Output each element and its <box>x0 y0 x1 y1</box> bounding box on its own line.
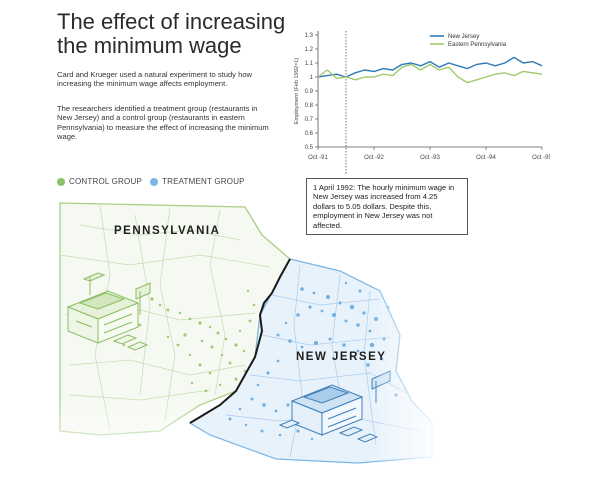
x-tick-label: Oct -95 <box>532 155 550 161</box>
new-jersey-label: NEW JERSEY <box>296 351 387 363</box>
y-tick-label: 0.5 <box>305 145 314 151</box>
y-tick-label: 0.9 <box>305 89 314 95</box>
x-tick-label: Oct -94 <box>476 155 496 161</box>
y-tick-label: 1.2 <box>305 47 314 53</box>
pennsylvania-label: PENNSYLVANIA <box>114 225 221 237</box>
y-tick-label: 0.6 <box>305 131 314 137</box>
y-tick-label: 1 <box>310 75 314 81</box>
y-tick-label: 1.1 <box>305 61 314 67</box>
employment-line-chart: 0.5 0.6 0.7 0.8 0.9 1 1.1 1.2 1.3 Oct -91 Oct -92 O… <box>294 31 550 175</box>
pennsylvania-restaurant-building <box>66 272 151 351</box>
control-dot-icon <box>57 177 65 186</box>
title-line-2: the minimum wage <box>57 33 242 58</box>
new-jersey-fade <box>370 255 440 475</box>
y-tick-label: 0.7 <box>305 117 314 123</box>
state-border <box>189 258 291 424</box>
treatment-dot-icon <box>150 177 158 186</box>
legend-label-new-jersey: New Jersey <box>448 34 479 40</box>
legend-treatment-label: TREATMENT GROUP <box>162 177 245 186</box>
y-tick-label: 1.3 <box>305 33 314 39</box>
x-tick-label: Oct -92 <box>364 155 384 161</box>
annotation-box: 1 April 1992: The hourly minimum wage in… <box>306 178 468 236</box>
detail-paragraph: The researchers identified a treatment g… <box>57 104 269 142</box>
y-tick-label: 0.8 <box>305 103 314 109</box>
legend-control-group: CONTROL GROUP <box>57 177 142 186</box>
x-tick-label: Oct -91 <box>308 155 328 161</box>
y-axis-label: Employment (Feb 1992=1) <box>294 58 300 125</box>
regional-map <box>40 202 440 475</box>
title-line-1: The effect of increasing <box>57 9 286 34</box>
intro-paragraph: Card and Krueger used a natural experime… <box>57 70 253 89</box>
page-title: The effect of increasing the minimum wag… <box>57 10 287 58</box>
legend-control-label: CONTROL GROUP <box>69 177 142 186</box>
new-jersey-restaurant-building <box>278 370 391 443</box>
series-line-eastern-pennsylvania <box>317 63 543 84</box>
legend-label-eastern-pennsylvania: Eastern Pennsylvania <box>448 42 507 48</box>
control-group-dots <box>122 289 256 393</box>
legend-treatment-group: TREATMENT GROUP <box>150 177 245 186</box>
series-line-new-jersey <box>317 56 543 78</box>
x-tick-label: Oct -93 <box>420 155 440 161</box>
